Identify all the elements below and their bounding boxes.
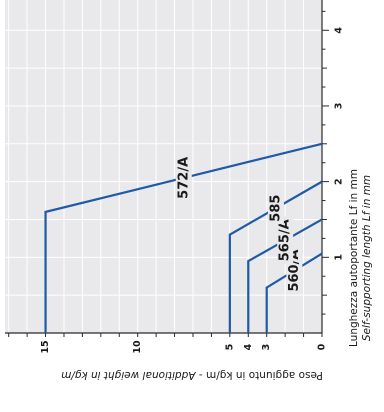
right-axis-title-main: Lunghezza autoportante Lf in mm (348, 169, 360, 347)
bottom-axis-title-main: Peso aggiunto in kg/m - (196, 369, 323, 381)
series-label-background (277, 216, 294, 265)
bottom-axis-tick-label: 10 (132, 340, 143, 354)
right-axis-tick-label: 2 (334, 178, 345, 185)
series-lines (44, 142, 323, 333)
series-label: 565/A (277, 216, 294, 265)
bottom-axis-tick-label: 3 (261, 344, 272, 351)
plot-area (5, 0, 322, 333)
right-axis-tick-label: 4 (334, 27, 345, 34)
right-axis-title-italic: Self-supporting length Lf in mm (361, 175, 373, 341)
series-line (228, 180, 323, 333)
series-label: 585 (267, 192, 284, 225)
bottom-axis-tick-label: 4 (243, 343, 254, 350)
right-axis-tick-label: 3 (334, 103, 345, 110)
right-axis-tick-label: 1 (334, 254, 345, 261)
series-line (265, 252, 323, 333)
bottom-axis-tick-label: 15 (40, 340, 51, 353)
bottom-axis-title: Peso aggiunto in kg/m - Additional weigh… (61, 369, 323, 381)
series-label-text: 585 (268, 195, 283, 222)
series-label-background (267, 192, 284, 225)
bottom-axis-title-italic: Additional weight in kg/m (61, 369, 196, 381)
series-line (44, 142, 323, 333)
bottom-axis-tick-label: 5 (224, 344, 235, 351)
series-label-text: 565/A (278, 219, 293, 261)
bottom-axis-tick-label: 0 (317, 343, 328, 350)
series-label: 572/A (175, 153, 192, 202)
series-label-text: 572/A (176, 157, 191, 199)
series-label-background (175, 153, 192, 202)
series-line (247, 218, 323, 333)
svg-text:Peso aggiunto in kg/m - Additi: Peso aggiunto in kg/m - Additional weigh… (61, 369, 323, 381)
